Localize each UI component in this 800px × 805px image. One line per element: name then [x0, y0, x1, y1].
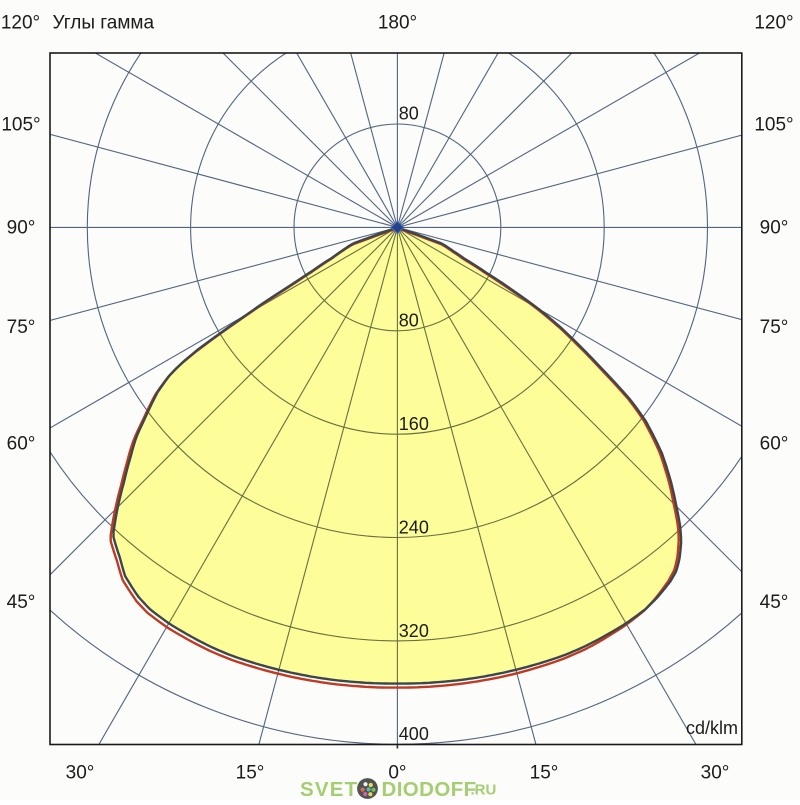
svg-text:30°: 30°	[66, 762, 95, 783]
svg-text:15°: 15°	[530, 762, 559, 783]
svg-text:105°: 105°	[1, 114, 40, 135]
svg-text:45°: 45°	[760, 592, 789, 613]
svg-text:105°: 105°	[754, 114, 793, 135]
svg-text:.RU: .RU	[471, 782, 497, 799]
svg-text:180°: 180°	[378, 13, 417, 34]
svg-text:400: 400	[399, 724, 429, 744]
svg-text:30°: 30°	[701, 762, 730, 783]
svg-text:80: 80	[399, 311, 419, 331]
svg-text:cd/klm: cd/klm	[686, 718, 738, 738]
svg-text:320: 320	[399, 621, 429, 641]
svg-text:75°: 75°	[7, 317, 36, 338]
svg-text:15°: 15°	[236, 762, 265, 783]
svg-text:60°: 60°	[760, 433, 789, 454]
svg-text:60°: 60°	[7, 433, 36, 454]
svg-text:240: 240	[399, 517, 429, 537]
svg-text:90°: 90°	[760, 217, 789, 238]
svg-text:160: 160	[399, 414, 429, 434]
svg-text:Углы гамма: Углы гамма	[53, 13, 155, 34]
svg-text:45°: 45°	[7, 592, 36, 613]
svg-text:90°: 90°	[7, 217, 36, 238]
svg-text:120°: 120°	[1, 13, 40, 34]
svg-text:75°: 75°	[760, 317, 789, 338]
svg-text:80: 80	[399, 104, 419, 124]
svg-text:DIODOFF: DIODOFF	[382, 778, 477, 800]
svg-text:120°: 120°	[754, 13, 793, 34]
svg-text:SVET: SVET	[300, 778, 358, 800]
svg-text:0°: 0°	[388, 762, 406, 783]
